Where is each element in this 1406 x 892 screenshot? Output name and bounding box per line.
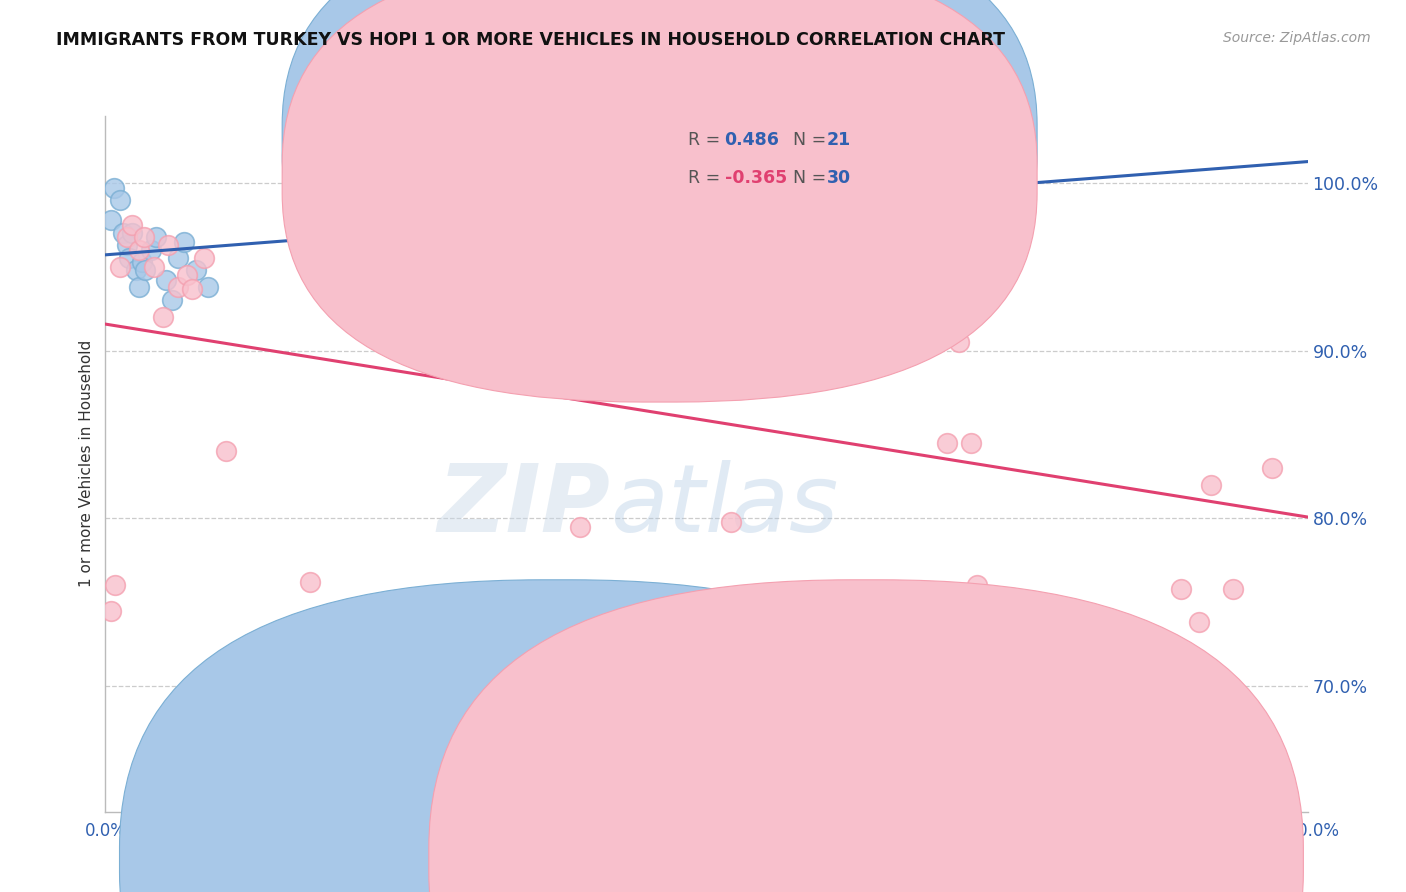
Point [128,243,150,257]
Point [108,260,131,274]
FancyBboxPatch shape [623,120,911,206]
Text: ZIP: ZIP [437,459,610,551]
FancyBboxPatch shape [283,0,1038,402]
Point [134,263,156,277]
Point [936,436,959,450]
Point [100,603,122,617]
Point [166,252,188,266]
Point [1222,582,1244,596]
Point [166,280,188,294]
Point [103,181,125,195]
Point [156,238,179,252]
Point [911,324,934,338]
Point [1201,477,1223,491]
Point [173,235,195,249]
Point [155,273,177,287]
Text: 100.0%: 100.0% [1277,822,1339,839]
Text: 0.0%: 0.0% [84,822,127,839]
Point [869,179,891,194]
Text: -0.365: -0.365 [724,169,787,187]
Point [905,179,928,194]
Y-axis label: 1 or more Vehicles in Household: 1 or more Vehicles in Household [79,340,94,588]
Point [112,227,135,241]
Text: atlas: atlas [610,460,838,551]
Point [132,229,155,244]
Point [104,578,127,592]
Point [139,243,162,257]
Point [184,263,207,277]
Point [121,218,143,232]
Point [160,293,183,308]
Point [100,213,122,227]
Point [298,575,321,590]
Text: 0.486: 0.486 [724,130,779,149]
Point [152,310,174,325]
Point [966,578,988,592]
Point [142,260,165,274]
Point [176,268,198,283]
Text: Immigrants from Turkey: Immigrants from Turkey [603,849,803,867]
Point [869,285,891,299]
Point [900,260,922,274]
Point [124,263,146,277]
Text: N =: N = [782,169,832,187]
Text: 30: 30 [827,169,851,187]
FancyBboxPatch shape [283,0,1038,364]
Text: Hopi: Hopi [882,849,918,867]
Point [214,444,236,458]
Point [1188,615,1211,630]
Point [960,436,983,450]
Point [108,193,131,207]
Point [569,519,592,533]
Text: R =: R = [689,169,727,187]
Text: N =: N = [782,130,832,149]
Point [145,229,167,244]
Point [1170,582,1192,596]
Point [131,255,153,269]
Text: Source: ZipAtlas.com: Source: ZipAtlas.com [1223,31,1371,45]
Point [197,280,219,294]
Point [948,335,970,350]
Point [181,282,204,296]
Text: R =: R = [689,130,727,149]
Point [720,515,742,529]
Text: 21: 21 [827,130,851,149]
Point [118,252,141,266]
Point [115,238,138,252]
Point [128,280,150,294]
Point [121,227,143,241]
Point [193,252,215,266]
Text: IMMIGRANTS FROM TURKEY VS HOPI 1 OR MORE VEHICLES IN HOUSEHOLD CORRELATION CHART: IMMIGRANTS FROM TURKEY VS HOPI 1 OR MORE… [56,31,1005,49]
Point [1260,461,1282,475]
Point [115,229,138,244]
